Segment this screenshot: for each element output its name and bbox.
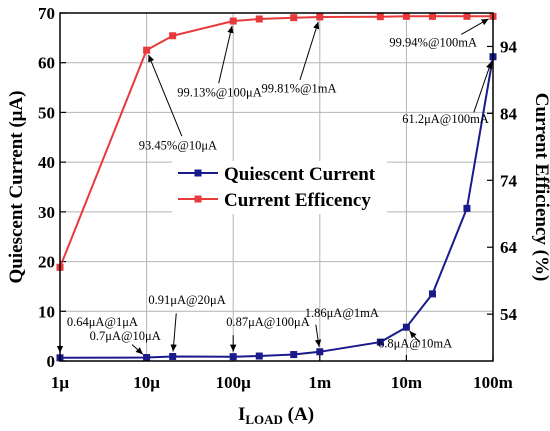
y-left-tick-label: 20 [38,253,55,272]
y-right-tick-label: 84 [500,104,518,123]
y-left-tick-label: 70 [38,4,55,23]
data-point-quiescent [402,323,410,331]
series-line-quiescent [59,56,494,359]
data-point-efficiency [428,12,436,20]
x-tick-label: 10μ [133,373,160,392]
data-point-efficiency [376,13,384,21]
grid [60,13,493,361]
data-point-quiescent [229,353,237,361]
legend: Quiescent Current Current Efficency [172,161,387,214]
annotation-label: 0.87μA@100μA [226,315,310,329]
series-line-efficiency [59,15,493,268]
legend-marker-quiescent [194,169,202,177]
legend-marker-efficiency [194,195,202,203]
annotation-arrow [218,25,234,84]
y-right-tick-label: 54 [500,305,518,324]
annotation-arrow [170,313,177,352]
annotation-arrow [473,61,493,113]
annotation-arrow [409,330,420,343]
data-point-efficiency [316,13,324,21]
x-axis-label-sub: LOAD [245,412,283,427]
annotation-label: 99.94%@100mA [389,35,477,49]
data-point-quiescent [169,352,177,360]
y-left-tick-label: 60 [38,54,55,73]
annotation-arrow [131,344,144,355]
x-tick-label: 100μ [216,373,252,392]
y-left-tick-label: 50 [38,103,55,122]
x-tick-label: 1m [308,373,331,392]
annotation-label: 0.7μA@10μA [90,329,161,343]
data-point-quiescent [428,290,436,298]
x-tick-label: 100m [473,373,513,392]
data-point-quiescent [316,348,324,356]
annotation-arrow [314,324,322,347]
x-axis-label-main: I [238,404,245,425]
data-point-quiescent [143,354,151,362]
y-left-tick-label: 0 [47,352,56,371]
y-right-tick-label: 74 [500,171,518,190]
data-point-quiescent [376,338,384,346]
legend-label-quiescent: Quiescent Current [224,164,376,185]
data-point-efficiency [290,14,298,22]
x-tick-label: 10m [391,373,422,392]
y-axis-label-right: Current Efficiency (%) [531,93,550,282]
data-point-quiescent [463,204,471,212]
data-point-efficiency [463,12,471,20]
y-left-tick-label: 40 [38,153,55,172]
y-right-tick-label: 94 [500,37,518,56]
ticks: 1μ 10μ 100μ 1m 10m 100m 0 10 20 30 40 50 60 70 54 64 74 8… [38,4,518,392]
legend-label-efficiency: Current Efficency [224,190,371,211]
data-point-efficiency [402,12,410,20]
data-point-efficiency [229,17,237,25]
x-axis-label-unit: (A) [283,404,314,425]
annotation-label: 93.45%@10μA [139,139,217,153]
annotation-arrow [299,21,320,81]
y-left-tick-label: 10 [38,302,55,321]
annotation-label: 1.86μA@1mA [305,306,379,320]
data-point-quiescent [255,352,263,360]
annotation-arrow [148,54,183,137]
annotation-label: 0.64μA@1μA [67,315,138,329]
annotation-arrow [461,18,489,35]
x-tick-label: 1μ [51,373,70,392]
y-axis-label-left: Quiescent Current (μA) [6,91,27,284]
y-left-tick-label: 30 [38,203,55,222]
annotation-label: 0.91μA@20μA [148,293,225,307]
data-point-quiescent [290,351,298,359]
annotation-label: 61.2μA@100mA [402,112,489,126]
y-right-tick-label: 64 [500,238,518,257]
plot-frame [59,12,494,362]
data-point-efficiency [169,32,177,40]
data-point-efficiency [143,46,151,54]
annotation-label: 99.81%@1mA [261,82,336,96]
x-axis-label: ILOAD (A) [238,404,314,427]
data-point-efficiency [255,15,263,23]
legend-box [172,161,387,214]
annotation-label: 99.13%@100μA [177,86,262,100]
annotation-label: 6.8μA@10mA [378,337,452,351]
